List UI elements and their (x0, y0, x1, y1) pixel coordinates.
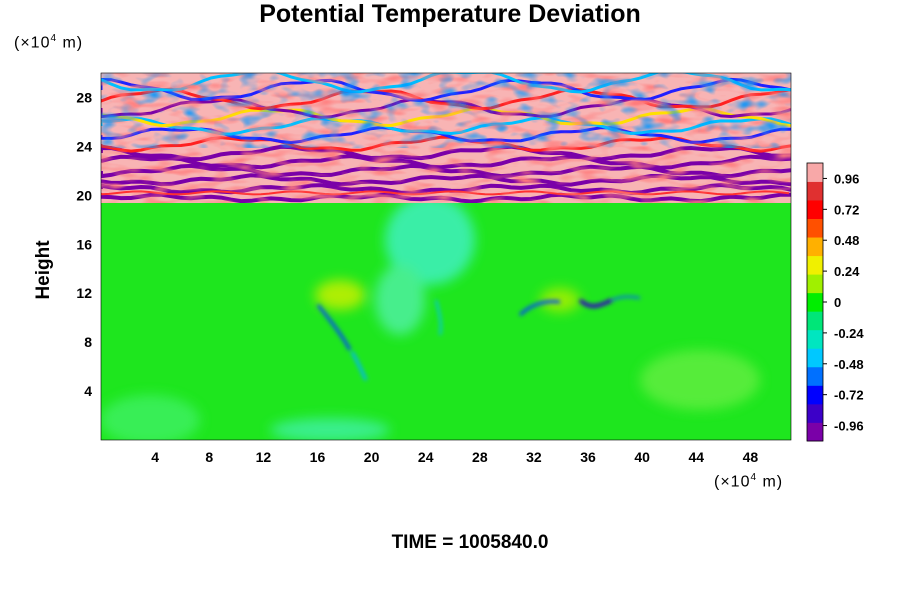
colorbar-swatch (807, 385, 823, 405)
x-tick-label: 36 (580, 449, 596, 465)
y-tick-label: 28 (76, 89, 92, 105)
x-tick-label: 4 (151, 449, 159, 465)
x-tick-label: 48 (743, 449, 759, 465)
colorbar-swatch (807, 292, 823, 312)
y-tick-label: 4 (84, 383, 92, 399)
y-tick-label: 8 (84, 334, 92, 350)
colorbar-swatch (807, 200, 823, 219)
field-streaks (316, 295, 641, 381)
colorbar-tick-label: 0.24 (834, 264, 860, 279)
x-tick-label: 16 (310, 449, 326, 465)
colorbar-swatch (807, 403, 823, 423)
colorbar-swatch (807, 274, 823, 294)
x-tick-label: 28 (472, 449, 488, 465)
upper-turbulent-layer (101, 73, 791, 203)
x-axis-unit: (×104 m) (714, 472, 784, 491)
colorbar-tick-label: 0.72 (834, 202, 859, 217)
colorbar-swatch (807, 181, 823, 201)
x-tick-label: 8 (205, 449, 213, 465)
colorbar-swatch (807, 218, 823, 238)
colorbar-swatch (807, 163, 823, 182)
colorbar-swatch (807, 422, 823, 442)
y-tick-label: 20 (76, 187, 92, 203)
y-axis-unit: (×104 m) (14, 33, 84, 52)
y-tick-label: 12 (76, 285, 92, 301)
y-tick-label: 24 (76, 138, 92, 154)
plot-frame (100, 72, 792, 441)
chart-title: Potential Temperature Deviation (259, 0, 641, 28)
colorbar-tick-label: -0.96 (834, 419, 864, 434)
colorbar-swatch (807, 329, 823, 349)
y-axis: 4 8 12 16 20 24 28 (76, 89, 92, 399)
colorbar-swatch (807, 348, 823, 368)
colorbar-tick-label: 0 (834, 295, 841, 310)
field-features (101, 195, 760, 440)
x-tick-label: 24 (418, 449, 434, 465)
x-tick-label: 40 (634, 449, 650, 465)
x-tick-label: 12 (256, 449, 272, 465)
x-axis: 4 8 12 16 20 24 28 32 36 40 44 48 (151, 449, 758, 465)
heatmap-field (101, 73, 791, 440)
colorbar-swatch (807, 311, 823, 331)
colorbar-tick-label: -0.48 (834, 357, 864, 372)
colorbar: 0.96 0.72 0.48 0.24 0 -0.24 -0.48 -0.72 -0.96 (806, 162, 864, 442)
colorbar-swatch (807, 255, 823, 275)
colorbar-tick-label: -0.72 (834, 388, 864, 403)
colorbar-tick-label: 0.96 (834, 171, 859, 186)
y-tick-label: 16 (76, 236, 92, 252)
time-label: TIME = 1005840.0 (391, 532, 549, 553)
x-tick-label: 20 (364, 449, 380, 465)
colorbar-swatch (807, 366, 823, 386)
x-tick-label: 32 (526, 449, 542, 465)
x-tick-label: 44 (689, 449, 705, 465)
colorbar-swatch (807, 237, 823, 257)
colorbar-tick-label: -0.24 (834, 326, 864, 341)
colorbar-tick-label: 0.48 (834, 233, 859, 248)
